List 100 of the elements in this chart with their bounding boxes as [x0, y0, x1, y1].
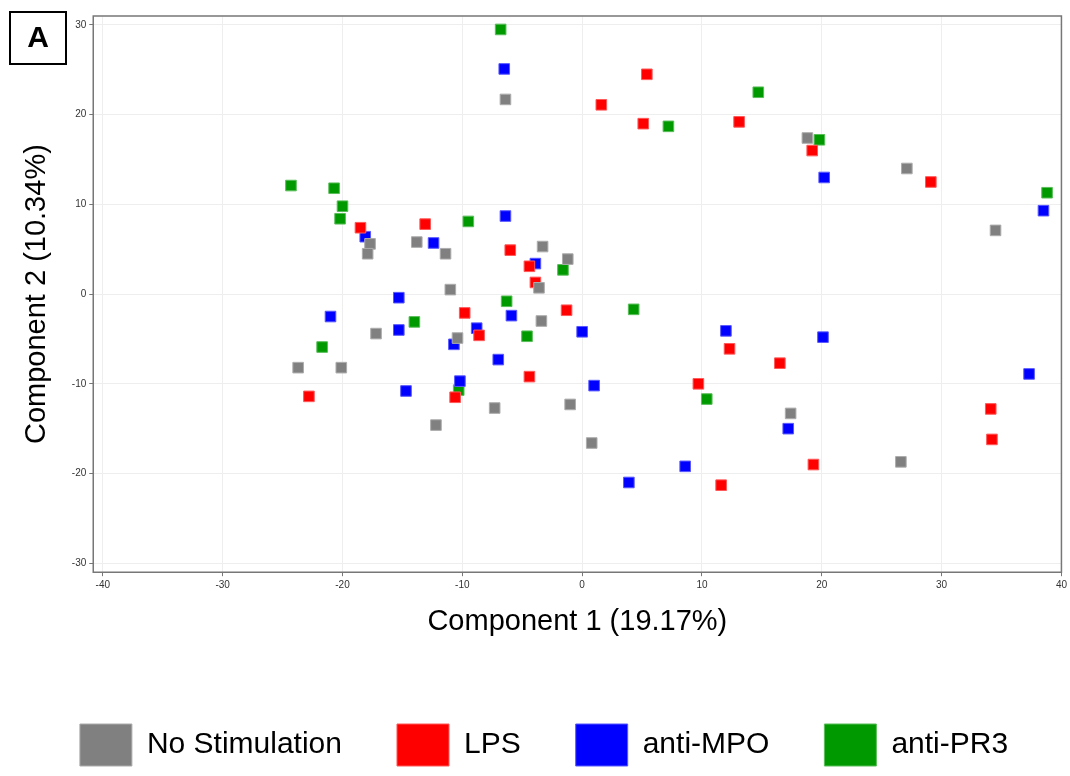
point — [292, 361, 304, 374]
point — [733, 116, 745, 128]
legend-label: anti-PR3 — [891, 726, 1009, 760]
point — [488, 402, 501, 414]
point — [427, 237, 440, 249]
y-tick-label: 30 — [75, 18, 87, 30]
point — [336, 200, 349, 212]
point — [439, 247, 452, 260]
point — [774, 357, 786, 369]
point — [521, 330, 533, 343]
point — [595, 99, 608, 111]
x-tick-label: 20 — [816, 578, 828, 590]
x-tick-label: -10 — [455, 578, 470, 590]
x-tick-label: 0 — [579, 578, 586, 590]
point — [498, 63, 511, 75]
y-tick-label: 10 — [75, 198, 87, 210]
point — [561, 253, 574, 265]
point — [720, 325, 732, 337]
point — [813, 134, 826, 146]
point — [449, 391, 461, 404]
legend-label: LPS — [463, 726, 521, 760]
point — [523, 370, 536, 383]
point — [784, 407, 797, 420]
y-tick-label: -20 — [71, 467, 87, 479]
point — [523, 260, 536, 273]
x-tick-label: -40 — [95, 578, 111, 590]
point — [400, 385, 412, 397]
point — [494, 23, 507, 36]
point — [806, 144, 819, 157]
point — [454, 375, 466, 387]
y-tick-label: -30 — [71, 556, 87, 568]
point — [473, 329, 485, 342]
legend-label: anti-MPO — [642, 726, 770, 760]
y-tick-label: -10 — [71, 377, 87, 389]
point — [354, 221, 367, 234]
point — [462, 215, 475, 228]
point — [410, 236, 423, 248]
point — [316, 341, 328, 353]
point — [504, 244, 517, 256]
point — [715, 479, 727, 491]
point — [817, 331, 829, 343]
point — [535, 315, 548, 327]
y-tick-label: 0 — [80, 287, 87, 299]
point — [1041, 186, 1053, 199]
point — [576, 325, 588, 338]
point — [641, 68, 653, 81]
x-tick-label: 10 — [696, 578, 708, 590]
x-axis-title: Component 1 (19.17%) — [427, 603, 728, 636]
point — [408, 316, 421, 328]
point — [393, 324, 405, 336]
point — [801, 132, 814, 144]
point — [818, 171, 830, 184]
point — [458, 307, 471, 319]
point — [984, 403, 997, 415]
point — [560, 304, 573, 317]
point — [627, 303, 640, 316]
point — [370, 327, 382, 340]
point — [444, 283, 457, 296]
point — [361, 247, 374, 260]
point — [782, 422, 795, 435]
x-tick-label: 30 — [936, 578, 948, 590]
point — [662, 120, 675, 133]
x-tick-label: -30 — [215, 578, 231, 590]
point — [536, 240, 549, 253]
point — [419, 218, 431, 230]
point — [588, 379, 600, 392]
point — [285, 179, 297, 192]
point — [723, 343, 736, 355]
point — [692, 378, 705, 390]
point — [1037, 204, 1050, 217]
point — [564, 398, 576, 411]
x-tick-label: -20 — [335, 578, 351, 590]
point — [925, 176, 937, 188]
point — [989, 224, 1002, 237]
point — [637, 117, 650, 130]
legend-label: No Stimulation — [146, 726, 342, 760]
point — [1023, 368, 1035, 380]
point — [393, 291, 405, 304]
point — [557, 264, 569, 276]
point — [901, 162, 913, 175]
point — [335, 361, 348, 374]
point — [499, 93, 512, 106]
point — [585, 437, 598, 449]
y-tick-label: 20 — [75, 108, 87, 120]
point — [334, 212, 346, 225]
point — [700, 393, 713, 405]
point — [451, 332, 464, 344]
y-axis-title: Component 2 (10.34%) — [19, 144, 52, 445]
text: A — [27, 20, 49, 54]
point — [364, 238, 376, 250]
point — [533, 282, 545, 294]
point — [505, 309, 518, 322]
point — [328, 182, 340, 195]
point — [807, 458, 820, 471]
x-tick-label: 40 — [1055, 578, 1068, 590]
point — [430, 419, 442, 431]
point — [499, 210, 512, 222]
point — [752, 86, 765, 99]
point — [303, 390, 315, 403]
point — [324, 310, 337, 323]
